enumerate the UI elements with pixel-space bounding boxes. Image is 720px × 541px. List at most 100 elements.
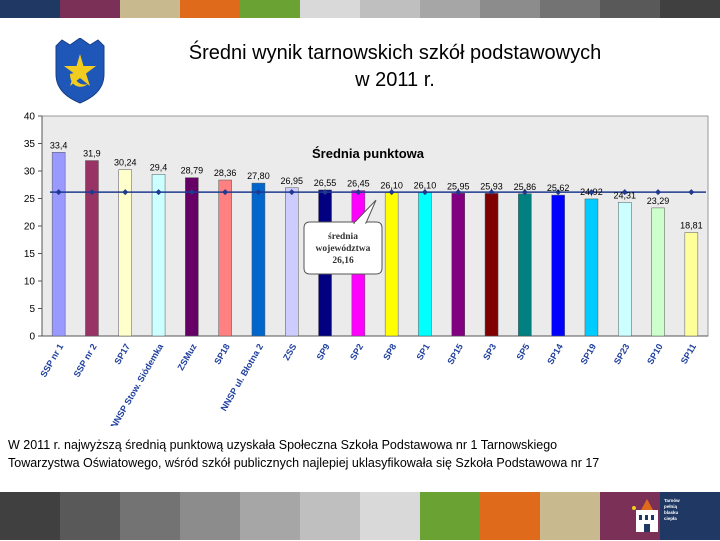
logo-text-line: pełnią: [664, 504, 678, 509]
reference-marker: [655, 189, 662, 196]
reference-marker: [222, 189, 229, 196]
x-tick-label: SP18: [212, 342, 232, 366]
color-band-segment: [540, 492, 600, 540]
bar-ssp-nr-1: [51, 152, 66, 337]
data-label: 25,62: [547, 183, 570, 193]
data-label: 33,4: [50, 140, 68, 150]
x-tick-label: SP19: [579, 342, 599, 366]
caption-line2: Towarzystwa Oświatowego, wśród szkół pub…: [8, 456, 600, 470]
reference-marker: [122, 189, 129, 196]
bar-zsmuz: [185, 177, 199, 337]
chart-title: Średnia punktowa: [312, 146, 425, 161]
y-tick-label: 5: [29, 304, 35, 315]
reference-marker: [588, 189, 595, 196]
y-tick-label: 20: [24, 222, 36, 233]
reference-marker: [355, 189, 362, 196]
tarnow-crest-icon: [55, 38, 105, 104]
reference-marker: [188, 189, 195, 196]
reference-marker: [688, 189, 695, 196]
x-tick-label: SP9: [315, 342, 332, 362]
x-tick-label: SP8: [381, 342, 398, 362]
bar-sp10: [651, 207, 665, 337]
x-tick-label: SP3: [481, 342, 498, 362]
x-tick-label: ZSMuz: [175, 342, 198, 373]
color-band-segment: [360, 492, 420, 540]
data-label: 25,93: [480, 181, 503, 191]
slide-title-line1: Średni wynik tarnowskich szkół podstawow…: [188, 42, 602, 64]
color-band-segment: [240, 0, 300, 18]
color-band-segment: [300, 0, 360, 18]
bar-sp23: [618, 202, 632, 337]
color-band-segment: [180, 0, 240, 18]
data-label: 24,92: [580, 187, 603, 197]
color-band-segment: [540, 0, 600, 18]
reference-marker: [155, 189, 162, 196]
x-tick-label: SP23: [612, 342, 632, 366]
data-label: 24,31: [613, 190, 636, 200]
color-band-segment: [60, 492, 120, 540]
data-label: 26,95: [280, 176, 303, 186]
bar-zss: [285, 187, 299, 337]
data-label: 25,95: [447, 181, 470, 191]
x-tick-label: SP17: [112, 342, 132, 366]
color-band-segment: [360, 0, 420, 18]
color-band-segment: [0, 0, 60, 18]
data-label: 29,4: [150, 162, 168, 172]
color-band-segment: [0, 492, 60, 540]
reference-marker: [322, 189, 329, 196]
data-label: 28,36: [214, 168, 237, 178]
y-tick-label: 30: [24, 167, 36, 178]
data-label: 25,86: [514, 182, 537, 192]
x-tick-label: ZSS: [281, 342, 298, 362]
data-label: 27,80: [247, 171, 270, 181]
bar-sp11: [684, 232, 699, 337]
x-tick-label: SP11: [679, 342, 698, 366]
y-tick-label: 35: [24, 139, 36, 150]
color-band-segment: [480, 492, 540, 540]
caption-line1: W 2011 r. najwyższą średnią punktową uzy…: [8, 438, 558, 452]
y-tick-label: 0: [29, 332, 35, 343]
data-label: 18,81: [680, 221, 703, 231]
y-tick-label: 15: [24, 249, 36, 260]
x-tick-label: SSP nr 1: [38, 342, 65, 379]
callout-label: średnia: [328, 232, 358, 242]
bar-sp1: [418, 192, 432, 337]
y-tick-label: 25: [24, 194, 36, 205]
color-band-segment: [420, 492, 480, 540]
x-tick-label: SP2: [348, 342, 365, 362]
callout-label: 26,16: [332, 256, 354, 266]
reference-marker: [421, 189, 428, 196]
data-label: 26,10: [414, 180, 437, 190]
color-band-segment: [660, 492, 720, 540]
x-tick-label: SP14: [545, 342, 565, 366]
y-tick-label: 10: [24, 277, 36, 288]
bar-nnsp-ul-b-otna-2: [251, 182, 266, 337]
top-color-band: [0, 0, 720, 18]
callout-label: województwa: [316, 244, 371, 254]
color-band-segment: [120, 492, 180, 540]
bar-sp17: [118, 169, 132, 337]
reference-marker: [521, 189, 528, 196]
reference-marker: [388, 189, 395, 196]
bar-sp14: [551, 194, 565, 337]
slide-caption: W 2011 r. najwyższą średnią punktową uzy…: [8, 436, 720, 472]
color-band-segment: [60, 0, 120, 18]
data-label: 26,10: [380, 180, 403, 190]
color-band-segment: [600, 0, 660, 18]
bar-sp3: [484, 193, 499, 337]
bar-sp18: [218, 179, 232, 337]
reference-marker: [555, 189, 562, 196]
color-band-segment: [240, 492, 300, 540]
bar-chart: 0 5 10 15 20 25 30 35 40 33,4 SSP nr 1 31,9 SSP nr 2…: [8, 108, 712, 426]
tarnow-logo: Tarnów pełnią blasku ciepła: [626, 496, 684, 536]
x-tick-label: SSP nr 2: [72, 342, 99, 379]
bar-ssp-nr-2: [85, 160, 99, 337]
color-band-segment: [300, 492, 360, 540]
color-band-segment: [420, 0, 480, 18]
x-tick-label: SP10: [645, 342, 665, 366]
tarnow-logo-icon: [632, 499, 658, 532]
reference-marker: [88, 189, 95, 196]
x-tick-label: SP15: [445, 342, 465, 366]
data-label: 30,24: [114, 158, 137, 168]
y-tick-label: 40: [24, 112, 36, 123]
